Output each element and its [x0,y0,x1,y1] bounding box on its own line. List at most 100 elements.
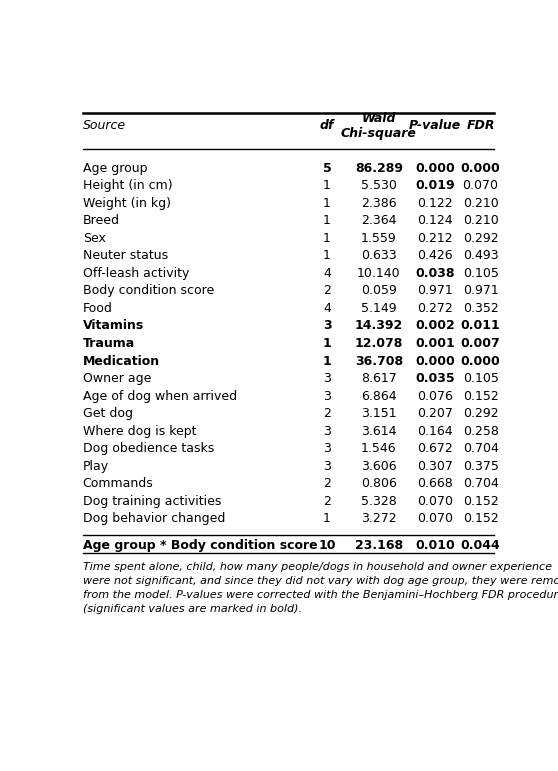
Text: 3: 3 [323,460,331,473]
Text: 5.328: 5.328 [361,495,397,507]
Text: Off-leash activity: Off-leash activity [83,267,189,280]
Text: Age group: Age group [83,162,147,175]
Text: Dog training activities: Dog training activities [83,495,221,507]
Text: Time spent alone, child, how many people/dogs in household and owner experience
: Time spent alone, child, how many people… [83,562,558,614]
Text: 0.258: 0.258 [463,425,498,438]
Text: 0.292: 0.292 [463,232,498,245]
Text: 0.210: 0.210 [463,214,498,227]
Text: 0.426: 0.426 [417,250,453,262]
Text: 0.307: 0.307 [417,460,453,473]
Text: 1.546: 1.546 [361,442,397,455]
Text: 0.019: 0.019 [415,180,455,193]
Text: P-value: P-value [409,120,461,133]
Text: Medication: Medication [83,355,160,368]
Text: 5: 5 [323,162,331,175]
Text: 0.124: 0.124 [417,214,453,227]
Text: 3.606: 3.606 [361,460,397,473]
Text: FDR: FDR [466,120,495,133]
Text: 0.971: 0.971 [463,284,498,298]
Text: 2: 2 [323,407,331,420]
Text: 2.386: 2.386 [361,197,397,210]
Text: 3.272: 3.272 [361,512,397,525]
Text: 5.530: 5.530 [361,180,397,193]
Text: 0.292: 0.292 [463,407,498,420]
Text: 0.210: 0.210 [463,197,498,210]
Text: 0.375: 0.375 [463,460,498,473]
Text: 0.002: 0.002 [415,319,455,332]
Text: 6.864: 6.864 [361,389,397,402]
Text: Weight (in kg): Weight (in kg) [83,197,171,210]
Text: 0.059: 0.059 [361,284,397,298]
Text: 0.076: 0.076 [417,389,453,402]
Text: 86.289: 86.289 [355,162,403,175]
Text: 3: 3 [323,425,331,438]
Text: 0.000: 0.000 [415,162,455,175]
Text: 0.070: 0.070 [463,180,499,193]
Text: 0.011: 0.011 [461,319,501,332]
Text: 0.070: 0.070 [417,512,453,525]
Text: Trauma: Trauma [83,337,135,350]
Text: 1: 1 [323,197,331,210]
Text: 0.152: 0.152 [463,495,498,507]
Text: 1: 1 [323,337,331,350]
Text: 1: 1 [323,512,331,525]
Text: 0.704: 0.704 [463,477,498,490]
Text: 0.207: 0.207 [417,407,453,420]
Text: Vitamins: Vitamins [83,319,144,332]
Text: 3: 3 [323,319,331,332]
Text: 0.493: 0.493 [463,250,498,262]
Text: Get dog: Get dog [83,407,133,420]
Text: 0.001: 0.001 [415,337,455,350]
Text: 0.000: 0.000 [461,162,501,175]
Text: Where dog is kept: Where dog is kept [83,425,196,438]
Text: 3.614: 3.614 [361,425,397,438]
Text: 12.078: 12.078 [355,337,403,350]
Text: 0.352: 0.352 [463,302,498,315]
Text: 0.272: 0.272 [417,302,453,315]
Text: 0.672: 0.672 [417,442,453,455]
Text: df: df [320,120,334,133]
Text: Body condition score: Body condition score [83,284,214,298]
Text: 0.164: 0.164 [417,425,453,438]
Text: Dog behavior changed: Dog behavior changed [83,512,225,525]
Text: 0.010: 0.010 [415,539,455,552]
Text: 23.168: 23.168 [355,539,403,552]
Text: Dog obedience tasks: Dog obedience tasks [83,442,214,455]
Text: 14.392: 14.392 [355,319,403,332]
Text: 0.212: 0.212 [417,232,453,245]
Text: 3.151: 3.151 [361,407,397,420]
Text: 2: 2 [323,495,331,507]
Text: 1.559: 1.559 [361,232,397,245]
Text: 0.105: 0.105 [463,372,498,385]
Text: Breed: Breed [83,214,120,227]
Text: 4: 4 [323,267,331,280]
Text: 4: 4 [323,302,331,315]
Text: 0.633: 0.633 [361,250,397,262]
Text: 10: 10 [318,539,336,552]
Text: 0.152: 0.152 [463,389,498,402]
Text: 1: 1 [323,232,331,245]
Text: 3: 3 [323,372,331,385]
Text: 0.105: 0.105 [463,267,498,280]
Text: Source: Source [83,120,126,133]
Text: 2: 2 [323,477,331,490]
Text: 8.617: 8.617 [361,372,397,385]
Text: Food: Food [83,302,113,315]
Text: 2.364: 2.364 [361,214,397,227]
Text: 0.122: 0.122 [417,197,453,210]
Text: Owner age: Owner age [83,372,151,385]
Text: 0.070: 0.070 [417,495,453,507]
Text: 0.000: 0.000 [461,355,501,368]
Text: 0.704: 0.704 [463,442,498,455]
Text: Age of dog when arrived: Age of dog when arrived [83,389,237,402]
Text: Height (in cm): Height (in cm) [83,180,172,193]
Text: 0.038: 0.038 [415,267,455,280]
Text: 1: 1 [323,250,331,262]
Text: 0.152: 0.152 [463,512,498,525]
Text: 3: 3 [323,389,331,402]
Text: 36.708: 36.708 [355,355,403,368]
Text: 0.668: 0.668 [417,477,453,490]
Text: Sex: Sex [83,232,105,245]
Text: Commands: Commands [83,477,153,490]
Text: 0.007: 0.007 [461,337,501,350]
